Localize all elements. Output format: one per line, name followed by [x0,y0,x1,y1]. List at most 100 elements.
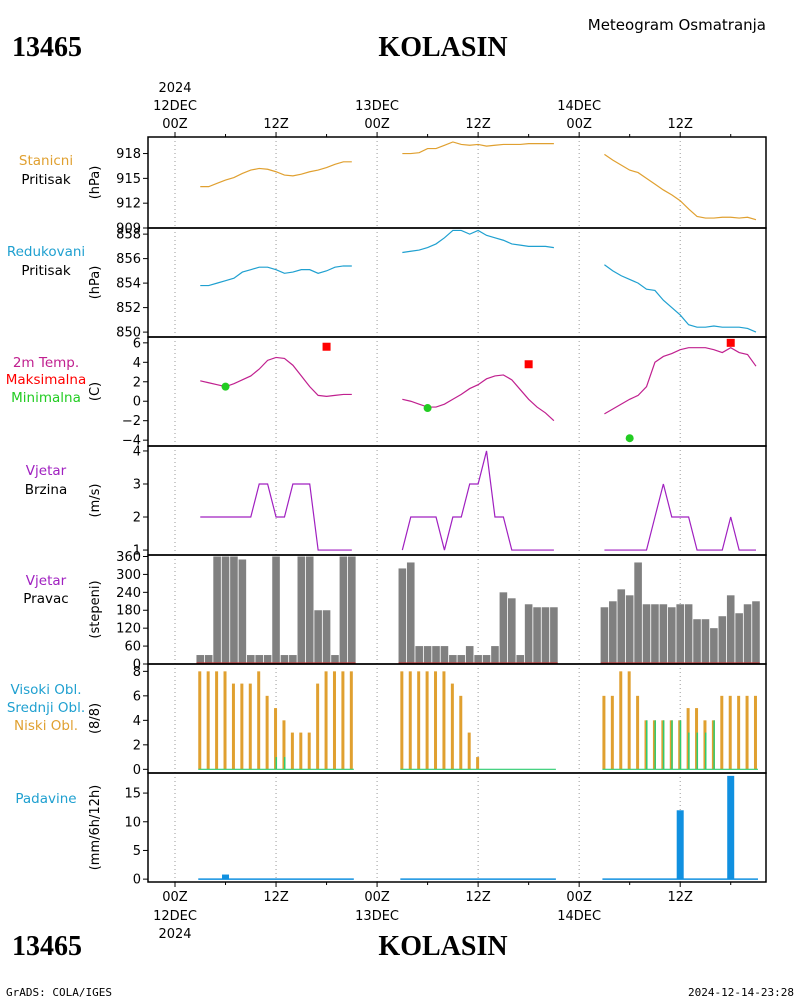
low-cloud-bar [274,708,278,770]
vjetar-brzina-series-line [401,450,554,551]
wind-direction-bar [491,646,499,664]
station-name-top: KOLASIN [378,32,507,63]
low-cloud-bar [290,732,294,770]
top-date-label: 13DEC [355,99,399,114]
redukovani-pritisak-ytick-label: 854 [116,277,141,292]
oblacnost-ytick-label: 6 [133,689,141,704]
bottom-xtick-label: 12Z [667,890,693,905]
vjetar-pravac-ytick-label: 0 [133,658,141,673]
low-cloud-bar [282,720,286,770]
oblacnost-ytick-label: 0 [133,763,141,778]
temperatura-ytick-label: 6 [133,336,141,351]
vjetar-brzina-series-line [200,483,352,551]
bottom-date-label: 13DEC [355,909,399,924]
top-xtick-label: 12Z [263,117,289,132]
stanicni-pritisak-ytick-label: 915 [116,172,141,187]
wind-direction-bar [457,655,466,664]
precip-bar [727,775,735,880]
top-xtick-label: 12Z [667,117,693,132]
padavine-title: Padavine [15,791,76,807]
mid-cloud-bar [704,732,707,770]
top-xtick-label: 12Z [465,117,491,132]
low-cloud-bar [442,671,446,770]
wind-direction-bar [651,604,659,664]
low-cloud-bar [223,671,227,770]
redukovani-pritisak-ytick-label: 850 [116,326,141,341]
wind-direction-bar [625,595,634,664]
low-cloud-bar [231,683,235,770]
wind-direction-bar [735,613,743,664]
padavine-frame [147,772,767,883]
bottom-xtick-label: 00Z [162,890,188,905]
bottom-xtick-label: 00Z [566,890,592,905]
low-cloud-bar [307,732,311,770]
wind-direction-bar [609,601,617,664]
wind-direction-bar [474,655,482,664]
bottom-date-label: 14DEC [557,909,601,924]
wind-direction-bar [406,562,415,664]
wind-direction-bar [600,607,609,664]
low-cloud-bar [417,671,421,770]
oblacnost-ytick-label: 2 [133,738,141,753]
low-cloud-bar [198,671,202,770]
mid-cloud-bar [654,720,656,770]
vjetar-brzina-ylabel: (m/s) [88,484,103,518]
low-cloud-bar [206,671,210,770]
wind-direction-bar [263,655,272,664]
temperatura-series-line [604,347,757,415]
top-xtick-label: 00Z [162,117,188,132]
wind-direction-bar [701,619,710,664]
mid-cloud-bar [275,757,278,770]
wind-direction-bar [693,619,701,664]
station-name-bottom: KOLASIN [378,931,507,962]
stanicni-pritisak-ytick-label: 912 [116,197,141,212]
redukovani-pritisak-ytick-label: 856 [116,252,141,267]
vjetar-pravac-ylabel: (stepeni) [88,580,103,638]
low-cloud-bar [476,757,480,770]
bottom-xtick-label: 00Z [364,890,390,905]
meteogram-subtitle: Meteogram Osmatranja [588,16,766,34]
wind-direction-bar [508,598,516,664]
low-cloud-bar [610,695,614,770]
padavine-ylabel: (mm/6h/12h) [88,785,103,871]
wind-direction-bar [289,655,297,664]
station-id-top: 13465 [12,32,82,63]
stanicni-pritisak-series-line [402,141,554,155]
wind-direction-bar [710,628,718,664]
redukovani-pritisak-frame [147,227,767,338]
temp-min-marker [423,404,432,413]
wind-direction-bar [221,556,230,664]
temp-max-marker [322,342,331,351]
wind-direction-bar [238,559,247,664]
low-cloud-bar [240,683,244,770]
wind-direction-bar [516,655,525,664]
wind-direction-bar [449,655,457,664]
wind-direction-bar [642,604,651,664]
vjetar-brzina-ytick-label: 2 [133,511,141,526]
wind-direction-bar [280,655,289,664]
wind-direction-bar [752,601,760,664]
wind-direction-bar [533,607,541,664]
wind-direction-bar [348,556,356,664]
plot-area: 909912915918(hPa)StanicniPritisak8508528… [6,81,767,942]
redukovani-pritisak-ytick-label: 852 [116,301,141,316]
low-cloud-bar [349,671,353,770]
temp-max-marker [524,360,533,369]
oblacnost-ytick-label: 8 [133,665,141,680]
wind-direction-bar [550,607,558,664]
padavine-ytick-label: 0 [133,873,141,888]
redukovani-pritisak-series-line [200,265,352,287]
low-cloud-bar [265,695,269,770]
oblacnost-title: Visoki Obl. [10,682,81,698]
stanicni-pritisak-series-line [200,161,352,188]
mid-cloud-bar [679,720,682,770]
low-cloud-bar [602,695,606,770]
wind-direction-bar [246,655,255,664]
wind-direction-bar [726,595,735,664]
wind-direction-bar [684,604,693,664]
low-cloud-bar [332,671,336,770]
oblacnost-title: Srednji Obl. [7,700,85,716]
vjetar-pravac-ytick-label: 300 [116,568,141,583]
redukovani-pritisak-ytick-label: 858 [116,228,141,243]
